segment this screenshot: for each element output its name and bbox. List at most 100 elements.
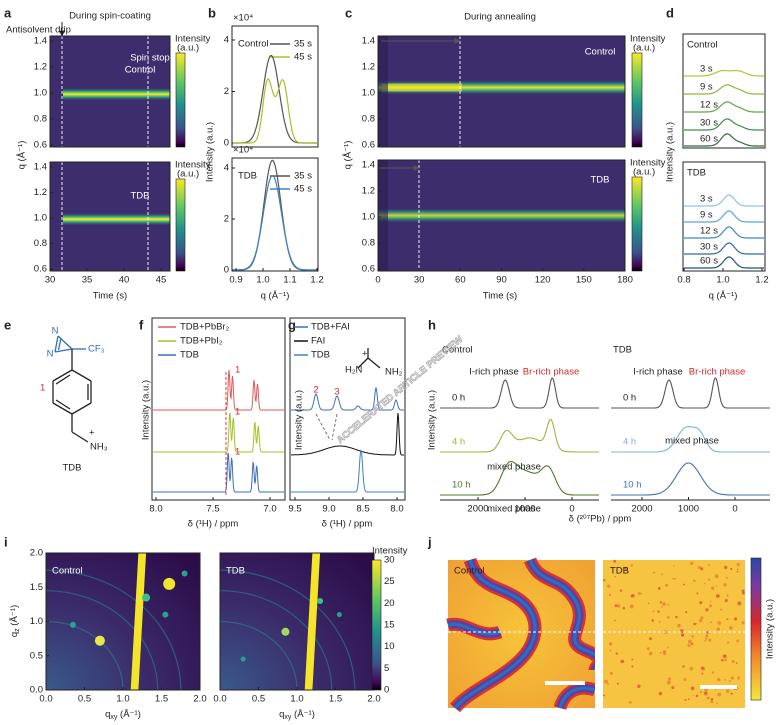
x-axis-label: δ (¹H) / ppm [322,519,373,530]
heatmap-band [63,213,170,226]
x-axis-label: δ (²⁰⁷Pb) / ppm [569,514,632,525]
pl-speckle [646,647,650,651]
time-label: 0 h [623,393,636,404]
colorbar-label: (a.u.) [177,169,199,180]
diffraction-spot [94,635,105,646]
pl-speckle [628,701,632,704]
y-tick-label: 0.6 [34,140,47,151]
pl-speckle [724,565,728,570]
pl-speckle [724,658,728,662]
bond [52,369,73,382]
spectrum [611,462,770,496]
x-tick-label: 9.0 [322,504,335,515]
y-axis-label: Intensity (a.u.) [205,122,216,182]
pl-speckle [709,600,712,602]
group-title: Control [687,40,718,51]
spectrum [440,460,599,496]
pl-speckle [710,699,714,704]
pl-speckle [649,637,653,641]
pl-speckle [708,604,712,608]
x-tick-label: 2000 [631,504,652,515]
label-part: (Å⁻¹) [9,605,20,628]
pl-speckle [695,694,699,698]
panel-label: j [427,534,432,549]
phase-label: Br-rich phase [689,367,746,378]
phase-label: I-rich phase [633,367,683,378]
pl-speckle [652,610,655,613]
x-tick-label: 9.5 [288,504,301,515]
group-title: TDB [687,168,706,179]
pl-speckle [720,658,724,662]
pl-speckle [614,604,618,608]
time-label: 30 s [700,242,718,253]
pl-speckle [716,627,720,631]
colorbar-label: Intensity [175,160,211,171]
y-tick-label: 4 [224,163,229,174]
time-label: 10 h [623,480,642,491]
pl-speckle [737,676,741,680]
ring [219,620,298,691]
pl-speckle [677,623,681,628]
pl-speckle [675,615,678,619]
y-tick-label: 1.4 [362,160,375,171]
x-tick-label: 1000 [678,504,699,515]
multiplier: ×10⁴ [233,13,253,24]
colorbar-label: (a.u.) [177,43,199,54]
giwaxs-map [220,553,374,690]
pl-speckle [647,602,650,605]
spectrum [684,118,764,131]
y-tick-label: 1.4 [34,36,47,47]
spectrum [684,194,764,207]
pl-domain-core [558,686,596,709]
atom: N [52,326,59,337]
pl-speckle [648,651,653,656]
plot-frame [231,157,319,272]
pl-speckle [691,635,695,638]
inset-atom: NH₂ [385,367,403,378]
spectrum [153,452,284,493]
x-tick-label: 1.2 [310,275,323,286]
bond [367,357,381,369]
pl-speckle [693,622,696,626]
pl-speckle [626,571,629,574]
diffraction-spot [162,611,169,618]
pl-speckle [658,621,661,623]
y-tick-label: 0.6 [34,264,47,275]
label-part: q [9,632,20,637]
pl-speckle [715,594,720,598]
pl-speckle [722,654,727,659]
pl-speckle [704,688,708,692]
time-label: 12 s [700,226,718,237]
mixed-label: mixed phase [487,504,541,515]
x-axis-label: Time (s) [483,291,517,302]
pl-speckle [731,660,735,664]
time-label: 60 s [700,256,718,267]
pl-speckle [667,646,669,649]
pl-speckle [701,672,704,675]
pl-speckle [620,659,625,664]
pl-speckle [736,570,739,573]
y-tick-label: 0.5 [30,650,43,661]
pl-speckle [730,676,734,680]
pl-speckle [609,649,612,652]
heatmap-band [378,208,625,223]
colorbar [175,52,186,148]
bond [357,357,369,369]
pl-speckle [614,619,616,622]
y-axis-label: Intensity (a.u.) [294,390,305,450]
spectrum [684,101,764,113]
ring [45,590,159,691]
spectrum [684,256,764,269]
pl-speckle [659,601,662,604]
bond [55,374,71,385]
plot-frame [377,35,626,148]
pl-speckle [741,589,745,593]
pl-speckle [708,563,711,566]
label-part: (Å⁻¹) [117,709,140,720]
legend-item: 35 s [294,171,312,182]
peak-label: 1 [235,365,240,376]
pl-speckle [690,642,694,646]
x-tick-label: 1.2 [755,275,768,286]
pl-speckle [711,671,715,674]
